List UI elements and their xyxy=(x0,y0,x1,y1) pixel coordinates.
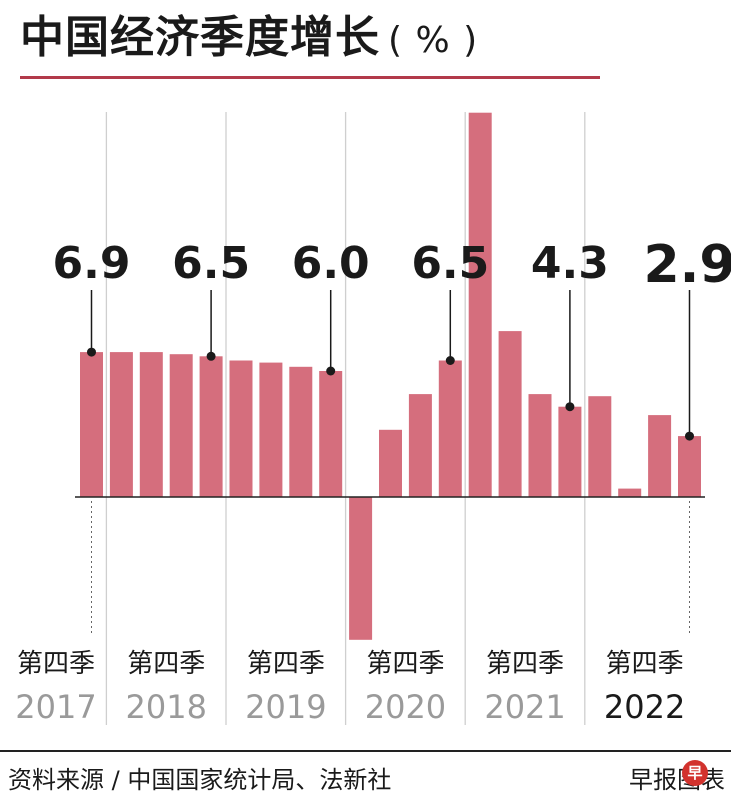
quarter-label: 第四季 xyxy=(17,649,95,679)
year-label: 2019 xyxy=(245,688,326,726)
data-label: 6.5 xyxy=(411,238,489,289)
bar-q8 xyxy=(289,366,313,497)
callout-dot xyxy=(326,366,336,376)
footer-divider xyxy=(0,750,731,752)
data-label: 6.5 xyxy=(172,238,250,289)
quarter-label: 第四季 xyxy=(606,649,684,679)
credit-label: 早报图表 xyxy=(629,766,725,794)
title-underline xyxy=(20,76,600,79)
quarter-label: 第四季 xyxy=(127,649,205,679)
title-unit: ( % ) xyxy=(388,20,479,61)
bar-q3 xyxy=(139,352,163,497)
bar-q9 xyxy=(319,371,343,497)
zaobao-logo-icon: 早 xyxy=(682,760,708,786)
bar-q2 xyxy=(109,352,133,497)
bar-q21 xyxy=(678,436,701,497)
callout-dot xyxy=(445,356,455,365)
quarter-label: 第四季 xyxy=(486,649,564,679)
data-label: 6.9 xyxy=(53,238,131,289)
bar-q7 xyxy=(259,362,283,497)
callout-dot xyxy=(87,347,96,357)
chart-title: 中国经济季度增长( % ) xyxy=(20,8,478,71)
bar-q1 xyxy=(80,352,103,497)
quarterly-growth-chart: 6.9 6.5 6.0 6.5 4.3 2.9 第四季 2017 第四季 2018 第四季 2019 第… xyxy=(15,112,731,726)
bar-q11 xyxy=(379,429,402,497)
source-note: 资料来源 / 中国国家统计局、法新社 xyxy=(8,766,392,794)
bar-q12 xyxy=(408,394,432,497)
bar-q10 xyxy=(349,497,373,640)
bar-q13 xyxy=(438,360,462,497)
bar-q14 xyxy=(468,112,492,497)
year-label: 2020 xyxy=(365,688,446,726)
year-label: 2022 xyxy=(604,688,685,726)
callout-dot xyxy=(206,351,216,361)
year-label: 2021 xyxy=(484,688,565,726)
data-label: 2.9 xyxy=(643,235,731,295)
bar-q18 xyxy=(588,396,612,497)
bar-q5 xyxy=(199,356,223,497)
quarter-label: 第四季 xyxy=(247,649,325,679)
bar-q17 xyxy=(558,406,582,497)
quarter-label: 第四季 xyxy=(366,649,444,679)
bar-q20 xyxy=(648,415,672,497)
bar-q16 xyxy=(528,394,552,497)
year-label: 2018 xyxy=(126,688,207,726)
data-label: 4.3 xyxy=(531,238,609,289)
callout-dot xyxy=(565,402,575,412)
callout-dot xyxy=(685,431,694,441)
bar-q4 xyxy=(169,354,193,497)
title-text: 中国经济季度增长 xyxy=(20,12,380,63)
data-label: 6.0 xyxy=(292,238,370,289)
bar-q6 xyxy=(229,360,253,497)
year-label: 2017 xyxy=(15,688,96,726)
bar-q19 xyxy=(618,488,642,497)
bar-q15 xyxy=(498,331,522,497)
